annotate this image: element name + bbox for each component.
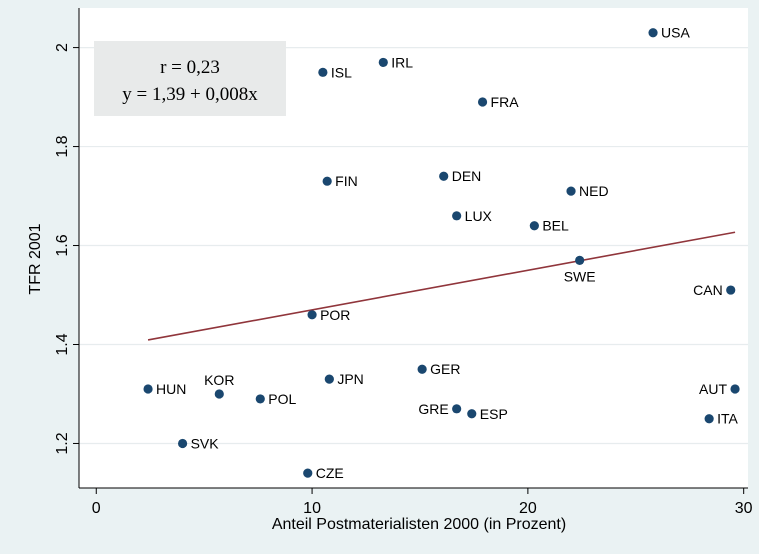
- point-label-can: CAN: [693, 282, 723, 298]
- point-label-isl: ISL: [331, 64, 352, 80]
- y-tick-label: 1.2: [54, 432, 71, 454]
- point-label-hun: HUN: [156, 381, 186, 397]
- data-point-pol: [255, 394, 265, 404]
- data-point-bel: [529, 221, 539, 231]
- data-point-esp: [467, 409, 477, 419]
- y-tick-label: 2: [54, 43, 71, 52]
- data-point-ned: [566, 186, 576, 196]
- y-axis-label: TFR 2001: [27, 223, 44, 294]
- point-label-usa: USA: [661, 25, 690, 41]
- point-label-svk: SVK: [191, 435, 220, 451]
- data-point-fra: [477, 97, 488, 107]
- point-label-kor: KOR: [204, 372, 234, 388]
- axes: 1.21.41.61.820 10 20 30: [54, 8, 753, 517]
- point-label-ita: ITA: [717, 411, 738, 427]
- correlation-text: r = 0,23: [160, 57, 220, 78]
- data-point-can: [726, 285, 736, 295]
- point-label-bel: BEL: [542, 218, 569, 234]
- stats-box: r = 0,23 y = 1,39 + 0,008x: [94, 41, 286, 116]
- y-tick-label: 1.8: [54, 135, 71, 157]
- data-points: USA IRL ISL FRA DEN FIN NED LUX BEL SWE CAN POR GER J…: [143, 25, 740, 481]
- point-label-fin: FIN: [335, 173, 358, 189]
- x-tick-label: 0: [92, 500, 101, 517]
- data-point-aut: [730, 384, 740, 394]
- x-tick-label: 20: [519, 500, 537, 517]
- point-label-pol: POL: [268, 391, 296, 407]
- data-point-cze: [303, 468, 313, 478]
- point-label-den: DEN: [452, 168, 482, 184]
- point-label-ger: GER: [430, 361, 460, 377]
- data-point-den: [439, 171, 449, 181]
- x-axis-label: Anteil Postmaterialisten 2000 (in Prozen…: [272, 516, 566, 533]
- data-point-isl: [318, 67, 328, 77]
- point-label-fra: FRA: [491, 94, 520, 110]
- point-label-ned: NED: [579, 183, 609, 199]
- point-label-gre: GRE: [418, 401, 448, 417]
- point-label-lux: LUX: [465, 208, 493, 224]
- point-label-esp: ESP: [480, 406, 508, 422]
- data-point-swe: [575, 255, 585, 265]
- data-point-kor: [214, 389, 224, 399]
- data-point-hun: [143, 384, 153, 394]
- data-point-ger: [417, 364, 427, 374]
- point-label-jpn: JPN: [337, 371, 363, 387]
- data-point-lux: [452, 211, 462, 221]
- fit-line-group: [147, 231, 736, 341]
- point-label-por: POR: [320, 307, 350, 323]
- point-label-swe: SWE: [564, 268, 596, 284]
- data-point-irl: [378, 57, 388, 68]
- point-label-cze: CZE: [316, 465, 344, 481]
- data-point-ita: [704, 414, 714, 424]
- data-point-usa: [648, 28, 658, 38]
- point-label-irl: IRL: [391, 54, 413, 70]
- data-point-svk: [177, 438, 188, 449]
- x-tick-label: 10: [303, 500, 321, 517]
- point-label-aut: AUT: [699, 381, 727, 397]
- x-tick-label: 30: [735, 500, 753, 517]
- y-tick-label: 1.6: [54, 234, 71, 256]
- y-tick-label: 1.4: [54, 333, 71, 355]
- data-point-fin: [322, 176, 332, 186]
- regression-equation-text: y = 1,39 + 0,008x: [122, 84, 258, 105]
- data-point-jpn: [324, 374, 334, 384]
- fit-line: [147, 231, 736, 341]
- data-point-gre: [452, 404, 462, 414]
- data-point-por: [307, 310, 317, 320]
- stats-box-background: [94, 41, 286, 116]
